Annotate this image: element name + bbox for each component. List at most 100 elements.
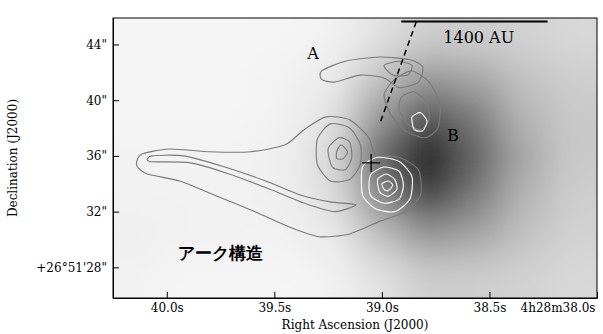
image-cell	[258, 178, 307, 218]
x-tick-label: 4h28m38.0s	[521, 301, 596, 315]
image-cell	[113, 58, 161, 98]
image-cell	[209, 97, 259, 137]
image-cell	[307, 217, 356, 257]
image-cell	[258, 217, 307, 257]
image-cell	[452, 217, 501, 257]
scale-bar	[401, 20, 547, 22]
x-tick-mark	[597, 292, 598, 298]
x-tick: 39.0s	[366, 292, 399, 315]
x-tick-label: 38.5s	[473, 301, 506, 315]
image-cell	[500, 257, 549, 298]
image-cell	[355, 97, 404, 137]
contour	[328, 138, 352, 171]
image-cell	[549, 257, 597, 298]
image-cell	[500, 217, 549, 257]
contour	[412, 113, 427, 132]
y-tick-label: 36"	[86, 149, 107, 163]
annotation: 1400 AU	[443, 28, 514, 47]
image-cell	[258, 18, 307, 58]
image-cell	[549, 217, 597, 257]
image-cell	[549, 18, 597, 58]
y-tick-label: +26°51'28"	[36, 261, 107, 275]
image-cell	[160, 18, 209, 58]
x-tick-mark	[382, 292, 383, 298]
y-tick-label: 44"	[86, 38, 107, 52]
x-tick-label: 39.5s	[258, 301, 291, 315]
y-tick: 32"	[86, 205, 119, 219]
y-tick-label: 40"	[86, 94, 107, 108]
image-cell	[500, 137, 549, 178]
image-cell	[209, 58, 259, 98]
image-cell	[403, 257, 452, 298]
image-cell	[307, 97, 356, 137]
image-cell	[549, 58, 597, 98]
marker	[362, 154, 380, 172]
annotation: B	[447, 126, 459, 145]
x-tick-mark	[274, 292, 275, 298]
y-tick-mark	[113, 100, 119, 101]
image-cell	[209, 178, 259, 218]
image-cell	[452, 257, 501, 298]
contour	[320, 57, 423, 88]
contour	[377, 174, 397, 196]
x-axis-title: Right Ascension (J2000)	[282, 318, 429, 332]
image-cell	[549, 137, 597, 178]
annotation: A	[306, 44, 319, 63]
image-cell	[113, 18, 161, 58]
image-cell	[500, 58, 549, 98]
x-tick-label: 40.0s	[151, 301, 184, 315]
x-tick: 39.5s	[258, 292, 291, 315]
contour	[369, 167, 403, 203]
contour	[316, 124, 361, 182]
image-cell	[258, 257, 307, 298]
contour	[382, 181, 393, 191]
x-tick: 40.0s	[151, 292, 184, 315]
image-cell	[500, 97, 549, 137]
y-tick: +26°51'28"	[36, 261, 119, 275]
x-tick: 38.5s	[473, 292, 506, 315]
y-axis-line	[113, 19, 114, 299]
image-cell	[403, 217, 452, 257]
image-cell	[113, 257, 161, 298]
image-cell	[113, 178, 161, 218]
y-tick-mark	[113, 44, 119, 45]
image-cell	[452, 58, 501, 98]
image-cell	[355, 217, 404, 257]
image-cell	[258, 58, 307, 98]
image-cell	[160, 58, 209, 98]
image-cell	[355, 257, 404, 298]
image-cell	[209, 137, 259, 178]
contour	[399, 92, 430, 130]
contour	[136, 117, 421, 237]
image-cell	[452, 97, 501, 137]
image-cell	[160, 137, 209, 178]
contour	[336, 145, 347, 160]
plot-area	[113, 18, 597, 298]
x-axis: 40.0s 39.5s 39.0s 38.5s 4h28m38.0s	[114, 292, 598, 315]
y-axis-title: Declination (J2000)	[6, 99, 20, 217]
image-cell	[452, 178, 501, 218]
x-axis-line	[114, 298, 598, 299]
contour	[361, 157, 412, 212]
background-image	[113, 18, 597, 298]
plot-frame	[113, 18, 597, 298]
image-cell	[113, 137, 161, 178]
y-tick-mark	[113, 267, 119, 268]
y-tick-mark	[113, 212, 119, 213]
y-tick: 44"	[86, 38, 119, 52]
y-tick-label: 32"	[86, 205, 107, 219]
image-cell	[355, 18, 404, 58]
contour	[384, 71, 440, 138]
image-cell	[549, 178, 597, 218]
y-tick: 36"	[86, 149, 119, 163]
x-tick-mark	[167, 292, 168, 298]
y-tick: 40"	[86, 94, 119, 108]
image-cell	[258, 137, 307, 178]
image-cell	[113, 97, 161, 137]
image-cell	[307, 257, 356, 298]
image-cell	[452, 137, 501, 178]
chart: 40.0s 39.5s 39.0s 38.5s 4h28m38.0s +26°51'28"…	[0, 0, 603, 334]
x-tick: 4h28m38.0s	[521, 292, 598, 315]
image-cell	[549, 97, 597, 137]
image-cell	[500, 178, 549, 218]
